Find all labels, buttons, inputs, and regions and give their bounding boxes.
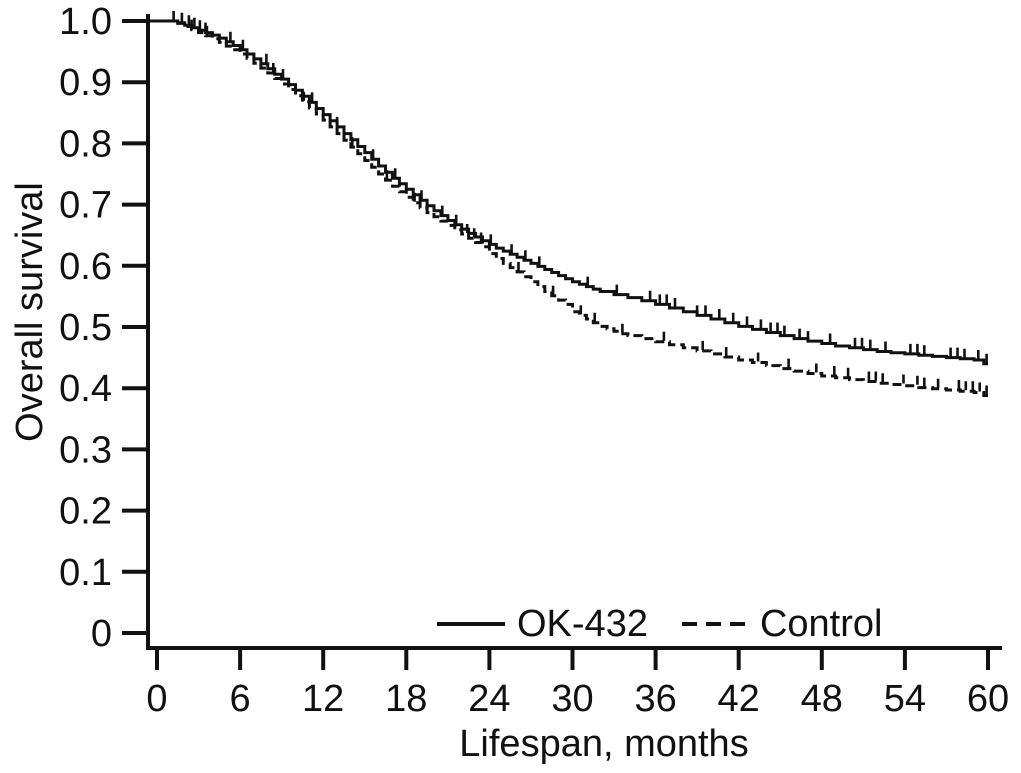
x-tick-label: 6 xyxy=(230,678,251,720)
legend-label-control: Control xyxy=(759,603,883,645)
y-tick-label: 0.8 xyxy=(59,123,112,165)
x-tick-label: 0 xyxy=(146,678,167,720)
x-axis-title: Lifespan, months xyxy=(459,723,749,765)
ok432-solid-line-sample xyxy=(437,622,505,626)
y-tick-label: 0.6 xyxy=(59,246,112,288)
curve-control xyxy=(150,19,988,397)
legend: OK-432 Control xyxy=(437,603,882,645)
y-tick-label: 1.0 xyxy=(59,1,112,43)
x-tick-label: 60 xyxy=(967,678,1009,720)
x-tick-label: 42 xyxy=(718,678,760,720)
x-tick-label: 12 xyxy=(302,678,344,720)
x-tick-label: 24 xyxy=(468,678,510,720)
curve-ok432 xyxy=(150,19,988,366)
x-tick-label: 48 xyxy=(801,678,843,720)
x-tick-label: 36 xyxy=(634,678,676,720)
control-dashed-line-sample xyxy=(681,622,746,626)
y-axis-title: Overall survival xyxy=(9,182,51,442)
y-tick-label: 0.5 xyxy=(59,307,112,349)
legend-label-ok432: OK-432 xyxy=(517,603,648,645)
censor-marks-ok432 xyxy=(172,11,988,363)
y-tick-label: 0.4 xyxy=(59,368,112,410)
y-tick-label: 0.3 xyxy=(59,429,112,471)
x-tick-label: 30 xyxy=(551,678,593,720)
y-tick-label: 0.1 xyxy=(59,552,112,594)
y-tick-label: 0.7 xyxy=(59,185,112,227)
y-tick-label: 0.2 xyxy=(59,491,112,533)
y-tick-label: 0 xyxy=(91,613,112,655)
axis-lines xyxy=(146,14,1002,650)
y-tick-label: 0.9 xyxy=(59,62,112,104)
x-tick-label: 54 xyxy=(884,678,926,720)
x-tick-label: 18 xyxy=(385,678,427,720)
censor-marks-control xyxy=(190,19,988,395)
